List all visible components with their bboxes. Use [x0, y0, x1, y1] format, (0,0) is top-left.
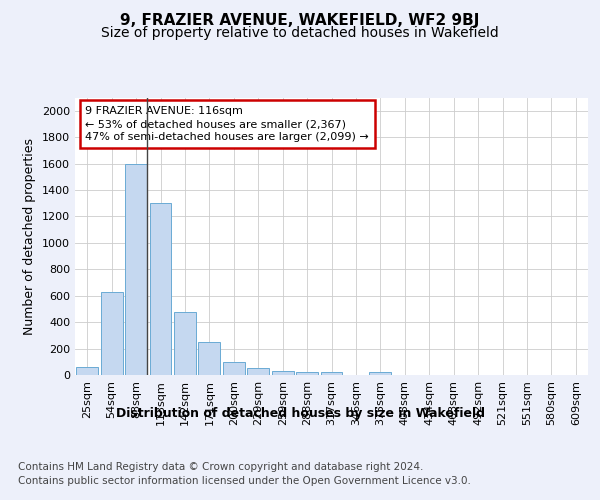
Text: 9 FRAZIER AVENUE: 116sqm
← 53% of detached houses are smaller (2,367)
47% of sem: 9 FRAZIER AVENUE: 116sqm ← 53% of detach… — [85, 106, 369, 142]
Bar — [223, 362, 245, 375]
Bar — [101, 292, 122, 375]
Text: Contains public sector information licensed under the Open Government Licence v3: Contains public sector information licen… — [18, 476, 471, 486]
Text: Distribution of detached houses by size in Wakefield: Distribution of detached houses by size … — [115, 408, 485, 420]
Y-axis label: Number of detached properties: Number of detached properties — [23, 138, 37, 335]
Bar — [76, 367, 98, 375]
Bar — [320, 372, 343, 375]
Text: 9, FRAZIER AVENUE, WAKEFIELD, WF2 9BJ: 9, FRAZIER AVENUE, WAKEFIELD, WF2 9BJ — [121, 12, 479, 28]
Bar — [370, 372, 391, 375]
Bar — [125, 164, 147, 375]
Bar — [296, 372, 318, 375]
Text: Size of property relative to detached houses in Wakefield: Size of property relative to detached ho… — [101, 26, 499, 40]
Text: Contains HM Land Registry data © Crown copyright and database right 2024.: Contains HM Land Registry data © Crown c… — [18, 462, 424, 472]
Bar — [149, 203, 172, 375]
Bar — [174, 312, 196, 375]
Bar — [247, 368, 269, 375]
Bar — [199, 342, 220, 375]
Bar — [272, 371, 293, 375]
